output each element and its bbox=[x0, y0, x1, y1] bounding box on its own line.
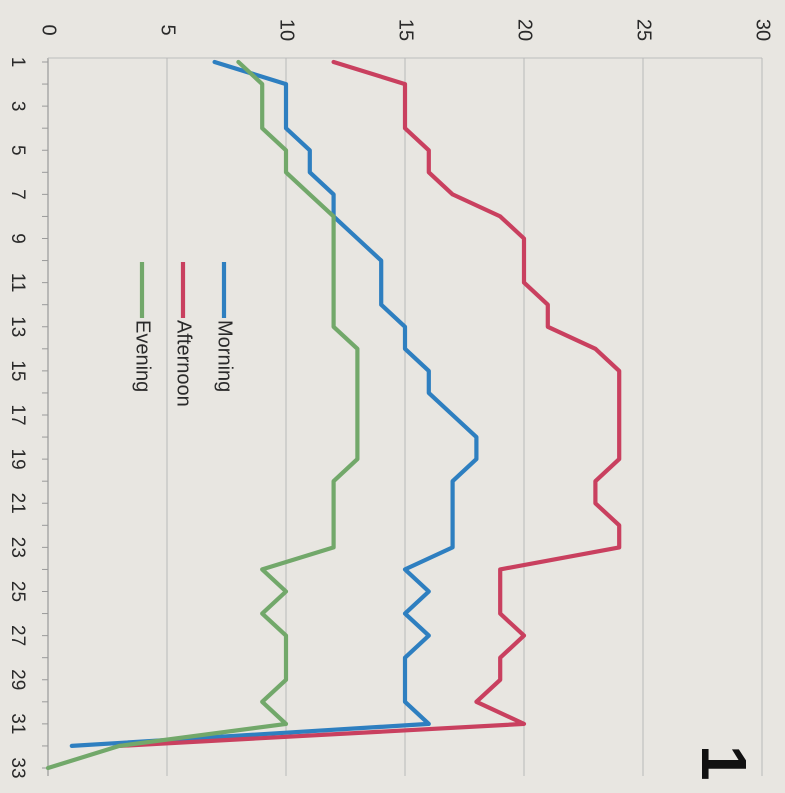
series-lines bbox=[45, 59, 622, 771]
x-tick-label: 5 bbox=[7, 145, 28, 156]
x-tick-label: 29 bbox=[7, 669, 28, 690]
x-tick-label: 11 bbox=[7, 273, 28, 293]
legend-label-evening: Evening bbox=[132, 320, 154, 392]
legend: Morning Afternoon Evening bbox=[132, 262, 236, 407]
y-tick-label: 10 bbox=[276, 19, 298, 41]
series-line-evening bbox=[45, 59, 360, 771]
x-tick-label: 23 bbox=[7, 537, 28, 558]
page-number: 1 bbox=[688, 745, 760, 781]
x-tick-label: 27 bbox=[7, 625, 28, 646]
x-tick-label: 1 bbox=[7, 57, 28, 68]
x-tick-label: 33 bbox=[7, 757, 28, 778]
x-tick-label: 17 bbox=[7, 404, 28, 425]
x-tick-label: 7 bbox=[7, 189, 28, 200]
x-tick-label: 13 bbox=[7, 316, 28, 337]
legend-label-morning: Morning bbox=[214, 320, 236, 392]
y-tick-label: 30 bbox=[752, 19, 774, 41]
x-tick-label: 25 bbox=[7, 581, 28, 602]
y-tick-label: 0 bbox=[38, 24, 60, 35]
grid-lines bbox=[47, 57, 763, 776]
y-axis-ticks: 0 5 10 15 20 25 30 bbox=[38, 19, 774, 41]
x-tick-label: 15 bbox=[7, 360, 28, 381]
x-tick-label: 3 bbox=[7, 101, 28, 112]
x-tick-label: 21 bbox=[7, 493, 28, 514]
y-tick-label: 5 bbox=[157, 24, 179, 35]
x-tick-label: 31 bbox=[7, 713, 28, 734]
y-tick-label: 20 bbox=[514, 19, 536, 41]
legend-label-afternoon: Afternoon bbox=[173, 320, 195, 407]
y-tick-label: 25 bbox=[633, 19, 655, 41]
series-line-afternoon bbox=[117, 59, 622, 749]
x-tick-label: 9 bbox=[7, 233, 28, 244]
series-line-morning bbox=[69, 59, 479, 749]
x-tick-label: 19 bbox=[7, 449, 28, 470]
y-tick-label: 15 bbox=[395, 19, 417, 41]
